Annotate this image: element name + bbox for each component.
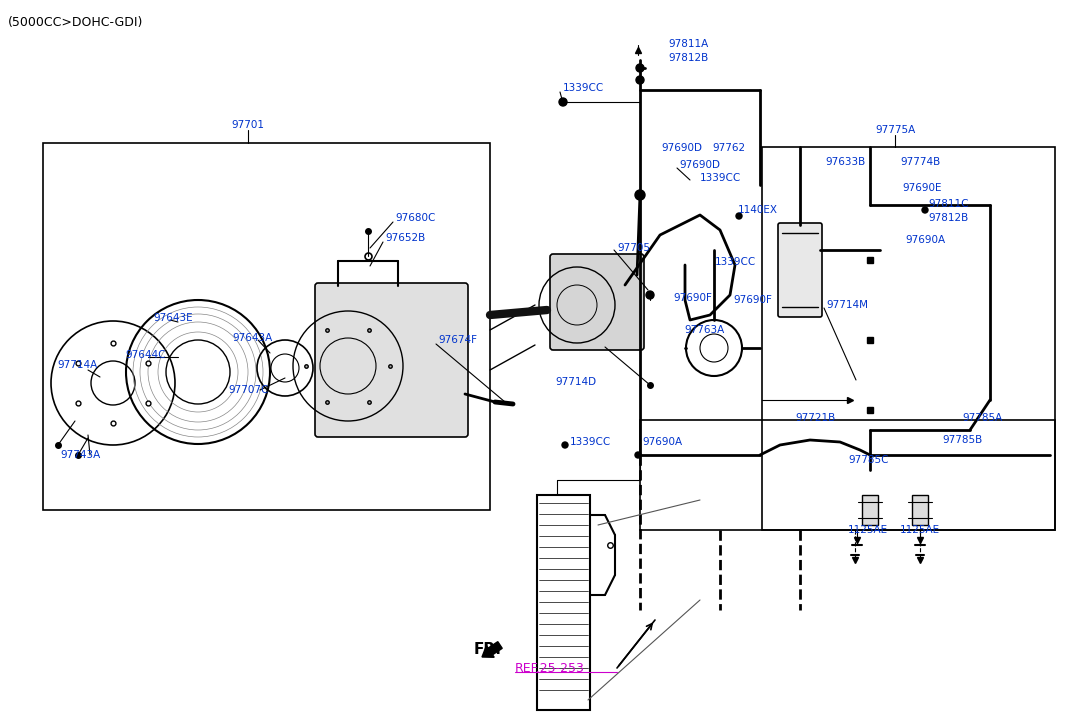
Bar <box>912 495 929 525</box>
Bar <box>536 495 590 710</box>
Text: 97811C: 97811C <box>929 199 969 209</box>
FancyBboxPatch shape <box>550 254 644 350</box>
Text: 1125AE: 1125AE <box>848 525 888 535</box>
Circle shape <box>559 98 567 106</box>
Bar <box>640 420 1055 530</box>
Text: 97785C: 97785C <box>848 455 888 465</box>
Text: (5000CC>DOHC-GDI): (5000CC>DOHC-GDI) <box>8 16 143 29</box>
Circle shape <box>635 452 641 458</box>
Text: REF.25-253: REF.25-253 <box>515 662 585 675</box>
Text: 97762: 97762 <box>712 143 745 153</box>
Circle shape <box>636 76 644 84</box>
Text: 97690F: 97690F <box>733 295 772 305</box>
Bar <box>862 495 877 525</box>
Text: 97812B: 97812B <box>668 53 708 63</box>
Text: 97714M: 97714M <box>826 300 868 310</box>
Text: 97721B: 97721B <box>795 413 835 423</box>
Text: 97690F: 97690F <box>673 293 712 303</box>
Text: 97743A: 97743A <box>60 450 100 460</box>
Text: 97652B: 97652B <box>386 233 426 243</box>
Circle shape <box>736 213 742 219</box>
Text: 1140EX: 1140EX <box>738 205 778 215</box>
Text: 1339CC: 1339CC <box>570 437 611 447</box>
Bar <box>43 143 490 510</box>
Text: 97812B: 97812B <box>929 213 969 223</box>
Text: 1339CC: 1339CC <box>700 173 742 183</box>
Text: 97763A: 97763A <box>684 325 724 335</box>
Text: 97811A: 97811A <box>668 39 708 49</box>
Text: 97785A: 97785A <box>962 413 1002 423</box>
Text: 97644C: 97644C <box>125 350 165 360</box>
Text: 97643A: 97643A <box>232 333 273 343</box>
Text: FR.: FR. <box>473 643 502 657</box>
Text: 1125AE: 1125AE <box>900 525 940 535</box>
Text: 97633B: 97633B <box>825 157 866 167</box>
Text: 97680C: 97680C <box>395 213 435 223</box>
Circle shape <box>561 442 568 448</box>
Text: 97705: 97705 <box>617 243 651 253</box>
Text: 97707C: 97707C <box>228 385 268 395</box>
FancyBboxPatch shape <box>778 223 822 317</box>
FancyArrow shape <box>482 642 502 657</box>
Text: 97690D: 97690D <box>679 160 720 170</box>
Circle shape <box>646 291 654 299</box>
Text: 1339CC: 1339CC <box>715 257 756 267</box>
Circle shape <box>922 207 929 213</box>
Text: 97775A: 97775A <box>875 125 915 135</box>
Circle shape <box>636 64 644 72</box>
Text: 97674F: 97674F <box>438 335 477 345</box>
Text: 1339CC: 1339CC <box>563 83 604 93</box>
FancyBboxPatch shape <box>315 283 468 437</box>
Text: 97701: 97701 <box>231 120 265 130</box>
Text: 97774B: 97774B <box>900 157 940 167</box>
Bar <box>762 147 1055 530</box>
Text: 97643E: 97643E <box>153 313 192 323</box>
Text: 97714A: 97714A <box>56 360 98 370</box>
Text: 97690E: 97690E <box>902 183 942 193</box>
Text: 97785B: 97785B <box>942 435 982 445</box>
Circle shape <box>635 190 645 200</box>
Text: 97690A: 97690A <box>905 235 945 245</box>
Text: 97690D: 97690D <box>661 143 702 153</box>
Text: 97714D: 97714D <box>555 377 596 387</box>
Text: 97690A: 97690A <box>642 437 682 447</box>
